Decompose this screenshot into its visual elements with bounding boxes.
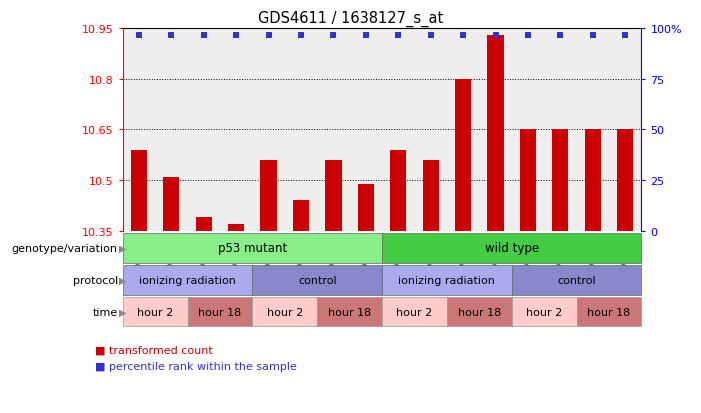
Bar bbox=[325, 160, 341, 231]
Text: ▶: ▶ bbox=[119, 307, 127, 317]
Text: ionizing radiation: ionizing radiation bbox=[398, 275, 496, 285]
Bar bbox=[585, 130, 601, 231]
Bar bbox=[358, 184, 374, 231]
Bar bbox=[131, 150, 147, 231]
Text: GDS4611 / 1638127_s_at: GDS4611 / 1638127_s_at bbox=[258, 10, 443, 26]
Text: protocol: protocol bbox=[72, 275, 118, 285]
Bar bbox=[196, 218, 212, 231]
Text: hour 18: hour 18 bbox=[328, 307, 372, 317]
Text: wild type: wild type bbox=[484, 242, 539, 255]
Bar bbox=[520, 130, 536, 231]
Bar bbox=[228, 225, 244, 231]
Bar bbox=[293, 201, 309, 231]
Bar bbox=[261, 160, 277, 231]
Bar bbox=[390, 150, 407, 231]
Text: ■ percentile rank within the sample: ■ percentile rank within the sample bbox=[95, 361, 297, 371]
Bar bbox=[163, 177, 179, 231]
Text: hour 2: hour 2 bbox=[266, 307, 303, 317]
Text: ▶: ▶ bbox=[119, 243, 127, 253]
Text: control: control bbox=[298, 275, 336, 285]
Bar bbox=[552, 130, 569, 231]
Text: hour 2: hour 2 bbox=[137, 307, 173, 317]
Text: hour 18: hour 18 bbox=[458, 307, 501, 317]
Bar bbox=[455, 79, 471, 231]
Text: p53 mutant: p53 mutant bbox=[218, 242, 287, 255]
Text: hour 18: hour 18 bbox=[587, 307, 631, 317]
Bar bbox=[487, 36, 503, 231]
Bar bbox=[617, 130, 633, 231]
Text: ▶: ▶ bbox=[119, 275, 127, 285]
Text: control: control bbox=[557, 275, 596, 285]
Text: hour 2: hour 2 bbox=[526, 307, 562, 317]
Text: ionizing radiation: ionizing radiation bbox=[139, 275, 236, 285]
Text: hour 2: hour 2 bbox=[396, 307, 433, 317]
Bar bbox=[423, 160, 439, 231]
Text: ■ transformed count: ■ transformed count bbox=[95, 344, 212, 354]
Text: time: time bbox=[93, 307, 118, 317]
Text: hour 18: hour 18 bbox=[198, 307, 242, 317]
Text: genotype/variation: genotype/variation bbox=[12, 243, 118, 253]
